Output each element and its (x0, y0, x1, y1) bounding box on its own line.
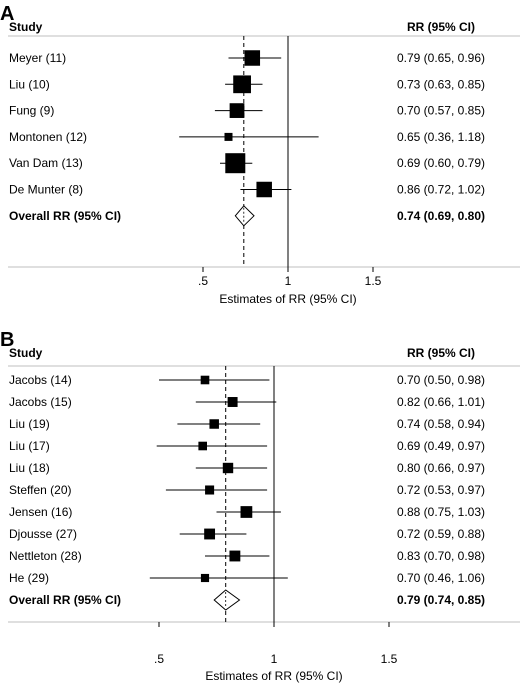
panel-b-point-estimate (227, 397, 238, 407)
panel-a-rr-label: 0.65 (0.36, 1.18) (397, 130, 485, 144)
panel-b-study-name: Jacobs (14) (9, 373, 72, 387)
panel-b-overall-name: Overall RR (95% CI) (9, 593, 121, 607)
panel-a-point-estimate (244, 50, 261, 66)
panel-b-rr-label: 0.74 (0.58, 0.94) (397, 417, 485, 431)
panel-b-point-estimate (205, 485, 215, 495)
panel-a-rr-label: 0.73 (0.63, 0.85) (397, 77, 485, 91)
panel-a-rr-label: 0.69 (0.60, 0.79) (397, 156, 485, 170)
panel-a-axis-title: Estimates of RR (95% CI) (219, 292, 356, 306)
panel-a-rr-label: 0.86 (0.72, 1.02) (397, 183, 485, 197)
panel-b-header-rr: RR (95% CI) (407, 346, 475, 360)
panel-b-point-estimate (209, 419, 219, 429)
panel-b-point-estimate (200, 375, 210, 385)
panel-a-study-name: Van Dam (13) (9, 156, 83, 170)
panel-b-rr-label: 0.69 (0.49, 0.97) (397, 439, 485, 453)
panel-b-study-name: He (29) (9, 571, 49, 585)
panel-b-overall-diamond (213, 589, 241, 611)
panel-b-header-study: Study (9, 346, 43, 360)
panel-b-point-estimate (229, 550, 241, 562)
panel-a-rr-label: 0.79 (0.65, 0.96) (397, 51, 485, 65)
panel-a-header-rr: RR (95% CI) (407, 20, 475, 34)
panel-b-point-estimate (204, 528, 216, 540)
panel-a-letter: A (0, 3, 14, 25)
panel-a-point-estimate (229, 103, 245, 118)
panel-b-study-name: Liu (19) (9, 417, 50, 431)
panel-b-study-name: Steffen (20) (9, 483, 71, 497)
panel-b-study-name: Nettleton (28) (9, 549, 82, 563)
panel-a-overall-diamond (234, 205, 255, 227)
panel-b-rr-label: 0.82 (0.66, 1.01) (397, 395, 485, 409)
panel-a-point-estimate (233, 75, 251, 94)
panel-a-header-study: Study (9, 20, 43, 34)
panel-a-tick-label: .5 (198, 274, 208, 288)
panel-a-tick-label: 1 (285, 274, 292, 288)
panel-b-study-name: Djousse (27) (9, 527, 77, 541)
panel-a-point-estimate (224, 132, 233, 141)
panel-a-overall-name: Overall RR (95% CI) (9, 209, 121, 223)
panel-b-study-name: Liu (17) (9, 439, 50, 453)
panel-b-point-estimate (198, 441, 207, 451)
panel-a-overall-label: 0.74 (0.69, 0.80) (397, 209, 485, 223)
panel-a-study-name: De Munter (8) (9, 183, 83, 197)
panel-b-rr-label: 0.80 (0.66, 0.97) (397, 461, 485, 475)
panel-b-overall-label: 0.79 (0.74, 0.85) (397, 593, 485, 607)
panel-b-axis-title: Estimates of RR (95% CI) (205, 669, 342, 683)
panel-b-rr-label: 0.70 (0.50, 0.98) (397, 373, 485, 387)
panel-a-study-name: Meyer (11) (9, 51, 66, 65)
panel-b-rr-label: 0.70 (0.46, 1.06) (397, 571, 485, 585)
panel-b-study-name: Jacobs (15) (9, 395, 72, 409)
panel-a-rr-label: 0.70 (0.57, 0.85) (397, 104, 485, 118)
panel-b-rr-label: 0.72 (0.53, 0.97) (397, 483, 485, 497)
panel-b-tick-label: 1.5 (381, 652, 398, 666)
panel-a-study-name: Fung (9) (9, 104, 54, 118)
panel-b-rr-label: 0.83 (0.70, 0.98) (397, 549, 485, 563)
panel-a-point-estimate (225, 153, 246, 174)
panel-b-rr-label: 0.88 (0.75, 1.03) (397, 505, 485, 519)
panel-a-study-name: Montonen (12) (9, 130, 87, 144)
panel-b-tick-label: 1 (271, 652, 278, 666)
panel-b-rr-label: 0.72 (0.59, 0.88) (397, 527, 485, 541)
panel-b-point-estimate (200, 573, 210, 583)
panel-a-tick-label: 1.5 (365, 274, 382, 288)
panel-b-tick-label: .5 (154, 652, 164, 666)
panel-a-point-estimate (256, 181, 272, 198)
panel-b-study-name: Jensen (16) (9, 505, 72, 519)
panel-b-letter: B (0, 329, 14, 351)
panel-b-study-name: Liu (18) (9, 461, 50, 475)
panel-b-point-estimate (240, 506, 253, 518)
panel-b-point-estimate (222, 462, 234, 474)
panel-a-study-name: Liu (10) (9, 77, 50, 91)
